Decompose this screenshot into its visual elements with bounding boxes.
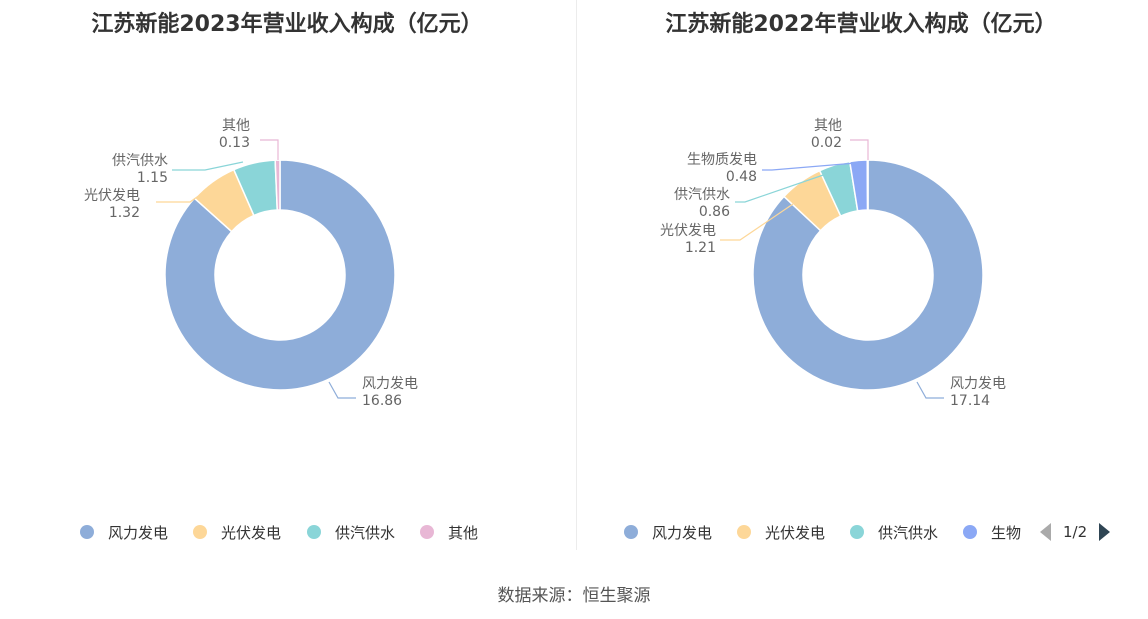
- legend-dot-icon: [307, 525, 321, 539]
- slice-label-value: 0.48: [726, 169, 757, 185]
- legend-label: 供汽供水: [335, 523, 396, 542]
- chart-2022: 江苏新能2022年营业收入构成（亿元） 风力发电 17.14 光伏发电 1.21 供汽供…: [574, 0, 1148, 560]
- panel-divider: [576, 0, 577, 550]
- legend-dot-icon: [193, 525, 207, 539]
- legend-dot-icon: [850, 525, 864, 539]
- legend-item[interactable]: 光伏发电: [737, 519, 825, 545]
- slice-label-name: 光伏发电: [660, 223, 716, 239]
- legend-item[interactable]: 风力发电: [80, 519, 168, 545]
- legend-label: 生物: [991, 523, 1022, 542]
- slice-label-value: 0.86: [699, 204, 730, 220]
- slice-label-name: 风力发电: [950, 376, 1006, 392]
- legend-dot-icon: [80, 525, 94, 539]
- legend-dot-icon: [420, 525, 434, 539]
- label-leader-line: [328, 381, 356, 399]
- label-leader-line: [735, 171, 833, 203]
- label-leader-line: [720, 203, 794, 241]
- legend-label: 光伏发电: [765, 523, 826, 542]
- pie-slice[interactable]: [866, 159, 869, 211]
- legend-dot-icon: [963, 525, 977, 539]
- pie-slice[interactable]: [752, 159, 984, 391]
- slice-label-name: 供汽供水: [112, 153, 168, 169]
- pie-slice[interactable]: [274, 159, 281, 211]
- chart-2023: 江苏新能2023年营业收入构成（亿元） 风力发电 16.86 光伏发电 1.32 供汽供…: [0, 0, 574, 560]
- label-leader-line: [850, 139, 869, 160]
- label-leader-line: [172, 161, 244, 171]
- legend-label: 风力发电: [652, 523, 713, 542]
- pager-next-icon[interactable]: [1099, 523, 1111, 541]
- slice-label-name: 光伏发电: [84, 188, 140, 204]
- legend-label: 其他: [448, 523, 479, 542]
- pie-slice[interactable]: [164, 159, 396, 391]
- slice-label-value: 0.02: [811, 135, 842, 151]
- chart-title: 江苏新能2022年营业收入构成（亿元）: [665, 12, 1057, 37]
- chart-title: 江苏新能2023年营业收入构成（亿元）: [91, 12, 483, 37]
- legend-label: 供汽供水: [878, 523, 939, 542]
- slice-label-value: 1.32: [109, 205, 140, 221]
- slice-label-value: 17.14: [950, 393, 990, 409]
- data-source: 数据来源：恒生聚源: [497, 586, 651, 606]
- legend-item[interactable]: 生物: [963, 519, 1021, 545]
- legend-label: 风力发电: [108, 523, 169, 542]
- slice-label-value: 1.21: [685, 240, 716, 256]
- slice-label-value: 16.86: [362, 393, 402, 409]
- slice-label-value: 1.15: [137, 170, 168, 186]
- legend-item[interactable]: 光伏发电: [193, 519, 281, 545]
- legend: 风力发电 光伏发电 供汽供水 生物: [574, 519, 1148, 545]
- label-leader-line: [762, 162, 857, 171]
- legend-pager: 1/2: [1040, 519, 1111, 545]
- slice-label-name: 供汽供水: [674, 187, 730, 203]
- legend: 风力发电 光伏发电 供汽供水 其他: [0, 519, 574, 545]
- pager-text: 1/2: [1063, 523, 1088, 541]
- label-leader-line: [916, 381, 944, 399]
- legend-item[interactable]: 其他: [420, 519, 478, 545]
- pager-prev-icon[interactable]: [1040, 523, 1051, 541]
- slice-label-name: 其他: [222, 118, 250, 134]
- legend-item[interactable]: 风力发电: [624, 519, 712, 545]
- legend-label: 光伏发电: [221, 523, 282, 542]
- slice-label-name: 风力发电: [362, 376, 418, 392]
- slice-label-value: 0.13: [219, 135, 250, 151]
- legend-dot-icon: [624, 525, 638, 539]
- label-leader-line: [156, 191, 205, 203]
- slice-label-name: 其他: [814, 118, 842, 134]
- legend-item[interactable]: 供汽供水: [850, 519, 938, 545]
- slice-label-name: 生物质发电: [687, 152, 757, 168]
- legend-dot-icon: [737, 525, 751, 539]
- legend-item[interactable]: 供汽供水: [307, 519, 395, 545]
- label-leader-line: [260, 139, 279, 160]
